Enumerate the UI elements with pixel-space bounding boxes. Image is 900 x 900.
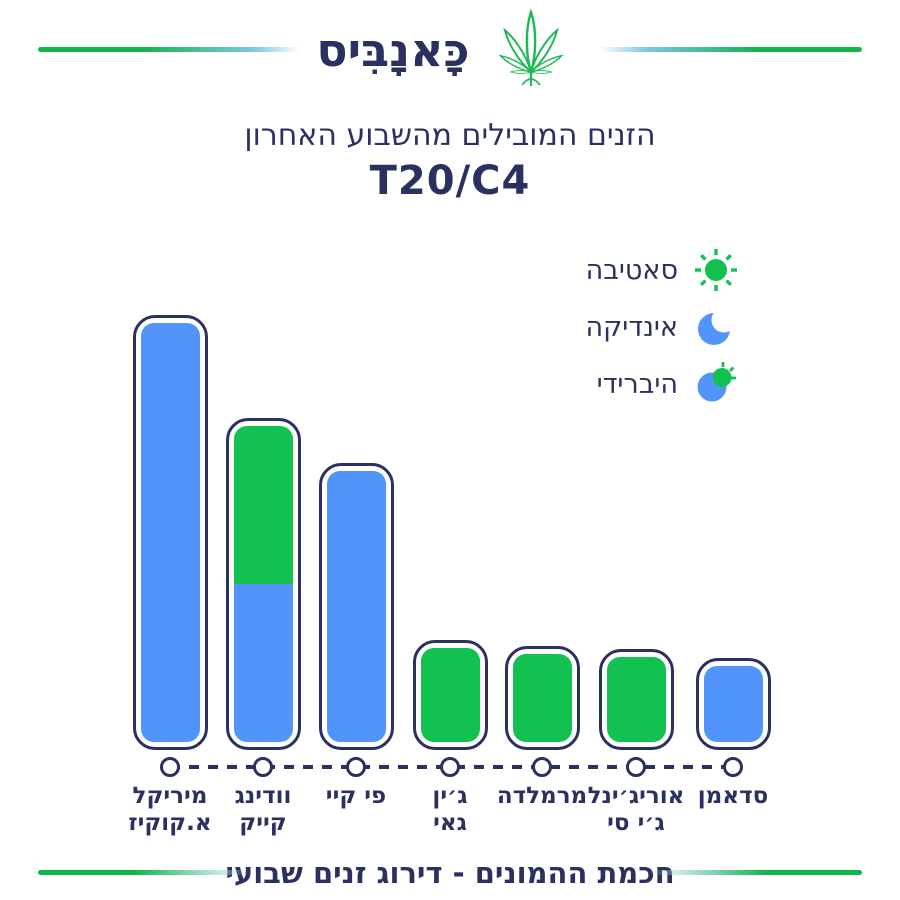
- header-divider-left: [38, 47, 300, 52]
- bar-fill-sativa: [512, 654, 572, 742]
- axis-marker: [626, 757, 646, 777]
- bar-label-line: מרמלדה: [496, 783, 588, 809]
- bar-fill-sativa: [606, 657, 666, 742]
- bar-label-line: אוריג׳ינל: [587, 783, 685, 809]
- sun-moon-hybrid-icon: [690, 360, 742, 408]
- bar-label-line: א.קוקיז: [128, 810, 212, 836]
- cannabis-leaf-icon: [478, 0, 584, 100]
- bar-fill-hybrid: [233, 426, 293, 742]
- footer-divider-left: [38, 870, 250, 875]
- axis-marker: [253, 757, 273, 777]
- bar-label: פי קיי: [301, 783, 411, 810]
- bar-label: וודינג קייק: [208, 783, 318, 837]
- bar-fill-indica: [703, 666, 763, 742]
- chart-subtitle: T20/C4: [369, 158, 531, 204]
- bar-fill-indica: [140, 323, 200, 742]
- bar-fill-indica: [326, 471, 386, 742]
- bar-rank-3: [318, 463, 394, 750]
- legend-label-sativa: סאטיבה: [585, 254, 678, 286]
- axis-marker: [532, 757, 552, 777]
- bar-label-line: קייק: [239, 810, 287, 836]
- bar-label: מרמלדה: [487, 783, 597, 810]
- bar-rank-4: [412, 640, 488, 750]
- moon-icon: [690, 303, 742, 351]
- bar-rank-6: [598, 649, 674, 750]
- brand-logo: כָּאנָבִּיס: [0, 0, 900, 100]
- footer-divider-right: [650, 870, 862, 875]
- bar-label-line: וודינג: [234, 783, 292, 809]
- bar-segment-sativa: [606, 657, 666, 742]
- axis-marker: [160, 757, 180, 777]
- bar-label-line: גאי: [433, 810, 467, 836]
- bar-segment-indica: [326, 471, 386, 742]
- legend-item-sativa: סאטיבה: [586, 246, 742, 294]
- bar-fill-sativa: [420, 648, 480, 742]
- bar-label-line: מיריקל: [132, 783, 208, 809]
- axis-marker: [723, 757, 743, 777]
- bar-segment-indica: [703, 666, 763, 742]
- brand-logo-text: כָּאנָבִּיס: [316, 23, 470, 77]
- chart-title: הזנים המובילים מהשבוע האחרון: [244, 118, 656, 153]
- bar-segment-indica: [233, 584, 293, 742]
- bar-label-line: ג׳ין: [432, 783, 468, 809]
- legend-item-indica: אינדיקה: [586, 303, 742, 351]
- axis-marker: [346, 757, 366, 777]
- bar-segment-sativa: [420, 648, 480, 742]
- bar-rank-2: [225, 418, 301, 750]
- sun-icon: [690, 246, 742, 294]
- legend-item-hybrid: היברידי: [597, 360, 742, 408]
- bar-label: מיריקל א.קוקיז: [115, 783, 225, 837]
- bar-label-line: פי קיי: [325, 783, 387, 809]
- footer-tagline: חכמת ההמונים - דירוג זנים שבועי: [225, 856, 675, 890]
- axis-marker: [440, 757, 460, 777]
- bar-segment-indica: [140, 323, 200, 742]
- bar-rank-7: [695, 658, 771, 750]
- bar-segment-sativa: [233, 426, 293, 584]
- legend-label-indica: אינדיקה: [585, 311, 678, 343]
- bar-segment-sativa: [512, 654, 572, 742]
- bar-label: ג׳ין גאי: [395, 783, 505, 837]
- bar-rank-1: [132, 315, 208, 750]
- header-divider-right: [600, 47, 862, 52]
- bar-label-line: ג׳י סי: [607, 810, 665, 836]
- bar-rank-5: [504, 646, 580, 750]
- bar-label: אוריג׳ינל ג׳י סי: [581, 783, 691, 837]
- legend-label-hybrid: היברידי: [596, 368, 678, 400]
- bar-label: סדאמן: [678, 783, 788, 810]
- bar-label-line: סדאמן: [697, 783, 769, 809]
